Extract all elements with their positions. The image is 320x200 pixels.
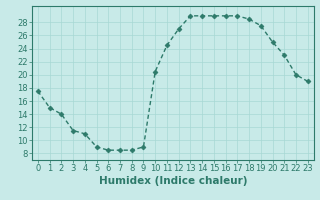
X-axis label: Humidex (Indice chaleur): Humidex (Indice chaleur)	[99, 176, 247, 186]
